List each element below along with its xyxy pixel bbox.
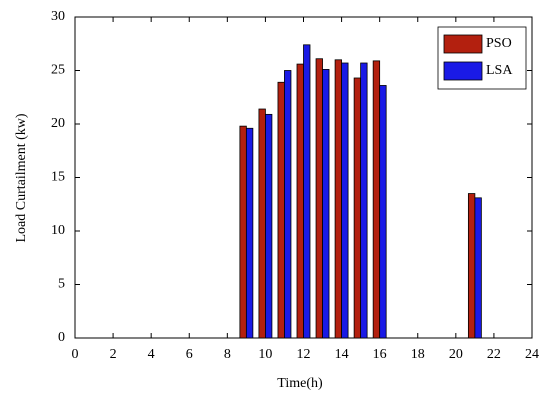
bar <box>360 62 368 339</box>
legend-swatch <box>443 61 483 81</box>
bar <box>296 63 304 339</box>
x-tick-label: 2 <box>110 347 117 362</box>
bar <box>322 69 330 339</box>
y-tick-label: 30 <box>51 9 65 24</box>
x-tick-label: 16 <box>373 347 387 362</box>
y-tick-label: 25 <box>51 63 65 78</box>
x-tick-label: 24 <box>525 347 539 362</box>
x-tick-label: 20 <box>449 347 463 362</box>
legend-label: PSO <box>486 36 512 51</box>
y-tick-label: 10 <box>51 223 65 238</box>
y-tick-label: 0 <box>58 330 65 345</box>
x-tick-label: 18 <box>411 347 425 362</box>
bar <box>239 125 247 339</box>
y-axis-label: Load Curtailment (kw) <box>14 113 29 242</box>
x-tick-label: 10 <box>258 347 272 362</box>
bar <box>265 113 273 339</box>
bar <box>303 44 311 339</box>
bar <box>379 85 387 339</box>
x-tick-label: 6 <box>186 347 193 362</box>
bar <box>353 77 362 339</box>
legend-swatch <box>443 34 483 54</box>
bar <box>245 127 254 339</box>
x-tick-label: 22 <box>487 347 501 362</box>
x-tick-label: 8 <box>224 347 231 362</box>
bar <box>334 59 342 339</box>
bar <box>467 193 476 339</box>
bar <box>341 62 349 339</box>
legend: PSO LSA <box>437 26 527 90</box>
y-tick-label: 5 <box>58 277 65 292</box>
x-tick-label: 0 <box>72 347 79 362</box>
bar <box>284 70 292 339</box>
x-tick-label: 12 <box>297 347 311 362</box>
bar <box>474 197 482 339</box>
x-tick-label: 4 <box>148 347 155 362</box>
bar <box>315 58 323 339</box>
x-tick-label: 14 <box>335 347 349 362</box>
y-tick-label: 20 <box>51 116 65 131</box>
bar <box>372 60 381 339</box>
y-tick-label: 15 <box>51 170 65 185</box>
bar <box>277 81 285 339</box>
legend-label: LSA <box>486 63 513 78</box>
x-axis-label: Time(h) <box>277 376 323 391</box>
bar <box>258 108 266 339</box>
